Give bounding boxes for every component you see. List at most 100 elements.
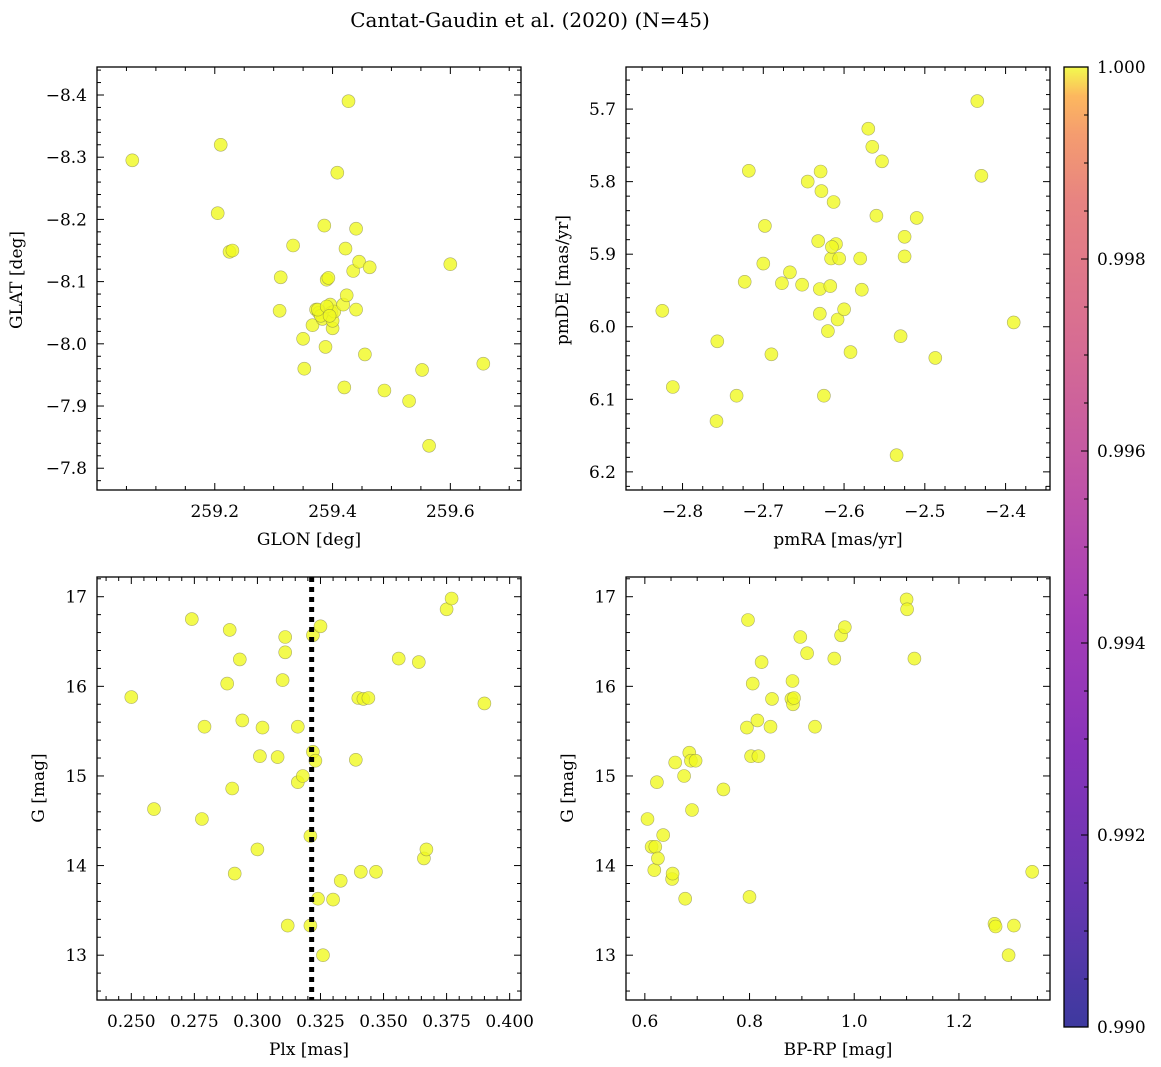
data-point (361, 691, 376, 705)
data-point (750, 713, 765, 728)
data-point (729, 388, 744, 403)
data-point (305, 318, 320, 333)
data-point (812, 306, 827, 321)
data-point (317, 218, 332, 233)
data-point (928, 351, 943, 365)
y-tick-label: 13 (65, 946, 87, 966)
data-point (648, 839, 663, 854)
data-point (253, 749, 267, 764)
y-tick-label: 16 (594, 677, 616, 697)
data-point (341, 94, 356, 108)
data-point (349, 302, 363, 317)
data-point (124, 690, 139, 704)
data-point (297, 361, 312, 376)
data-point (775, 276, 789, 291)
colorbar-tick-label: 0.990 (1097, 1018, 1146, 1038)
data-point (685, 803, 699, 817)
x-tick-label: −2.8 (662, 502, 703, 522)
y-tick-label: −8.4 (46, 86, 87, 106)
data-point (222, 623, 237, 637)
y-tick-label: −7.9 (46, 397, 87, 417)
data-point (800, 174, 815, 189)
data-point (974, 169, 989, 183)
data-point (668, 755, 683, 770)
data-point (656, 828, 671, 842)
data-point (422, 438, 436, 453)
data-point (793, 630, 808, 644)
data-point (678, 891, 693, 906)
data-point (665, 380, 680, 394)
data-point (869, 208, 884, 223)
data-point (897, 249, 912, 264)
axes-frame (96, 576, 522, 1001)
data-point (147, 802, 161, 816)
data-point (861, 121, 876, 136)
y-tick-label: −8.0 (46, 335, 87, 355)
axes-frame (625, 576, 1051, 1001)
data-point (313, 619, 328, 634)
data-point (741, 613, 755, 627)
data-point (280, 918, 295, 933)
data-point (650, 775, 664, 790)
y-tick-label: 15 (594, 767, 616, 787)
x-tick-label: 0.375 (422, 1012, 471, 1032)
data-point (337, 380, 352, 395)
data-point (751, 749, 766, 764)
x-axis-label-pmra-mas-yr: pmRA [mas/yr] (773, 530, 902, 550)
y-tick-label: 14 (594, 857, 616, 877)
data-point (827, 651, 842, 666)
data-point (322, 308, 337, 323)
data-point (677, 769, 691, 783)
x-tick-label: 1.0 (841, 1012, 868, 1032)
x-tick-label: 259.2 (190, 502, 239, 522)
data-point (785, 674, 800, 688)
x-tick-label: 259.4 (308, 502, 357, 522)
y-tick-label: 15 (65, 767, 87, 787)
data-point (742, 890, 757, 904)
data-point (651, 851, 665, 866)
x-tick-label: −2.4 (985, 502, 1026, 522)
data-point (710, 334, 725, 349)
data-point (352, 254, 366, 269)
data-point (227, 866, 242, 881)
colorbar-tick-label: 0.992 (1097, 826, 1146, 846)
x-tick-label: −2.6 (823, 502, 864, 522)
x-tick-label: 0.400 (485, 1012, 534, 1032)
data-point (369, 864, 383, 879)
panel-plx-g: 0.250 0.275 0.300 0.325 0.350 0.375 0.400 13 14 1… (29, 576, 534, 1060)
data-point (391, 651, 406, 666)
data-point (272, 303, 287, 318)
data-point (665, 866, 680, 881)
data-point (358, 347, 372, 362)
data-point (210, 206, 225, 220)
y-axis-label-pmde-mas-yr: pmDE [mas/yr] (553, 215, 573, 345)
data-point (443, 257, 458, 272)
data-point (225, 781, 239, 796)
x-tick-label: −2.7 (743, 502, 784, 522)
data-point (709, 414, 724, 428)
scatter-points (640, 592, 1039, 963)
scatter-points (655, 94, 1021, 463)
data-point (278, 645, 293, 660)
x-tick-label: 0.6 (631, 1012, 658, 1032)
data-point (419, 842, 434, 857)
data-point (854, 282, 869, 297)
colorbar-tick-label: 1.000 (1097, 58, 1146, 78)
data-point (290, 719, 305, 734)
data-point (763, 719, 778, 734)
data-point (353, 864, 368, 879)
data-point (808, 719, 822, 734)
data-point (286, 238, 300, 253)
data-point (233, 652, 247, 667)
data-point (900, 602, 914, 617)
x-axis-label-bp-rp-mag: BP-RP [mag] (784, 1040, 893, 1060)
data-point (830, 312, 845, 327)
data-point (832, 251, 847, 266)
data-point (688, 753, 703, 768)
data-point (197, 719, 212, 734)
data-point (897, 230, 912, 244)
data-point (330, 165, 345, 180)
x-tick-label: 0.350 (359, 1012, 408, 1032)
y-tick-label: −8.3 (46, 148, 87, 168)
